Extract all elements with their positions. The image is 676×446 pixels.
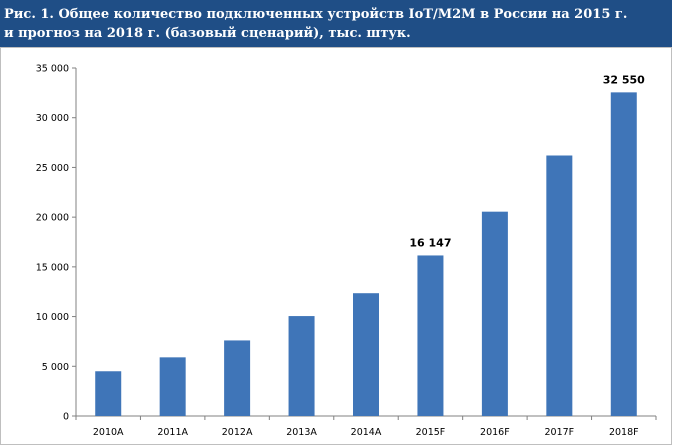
y-tick-label: 0 <box>63 412 69 423</box>
y-tick-label: 35 000 <box>36 64 69 75</box>
y-tick-label: 30 000 <box>36 113 69 124</box>
y-tick-label: 15 000 <box>36 262 69 273</box>
y-tick-label: 10 000 <box>36 312 69 323</box>
bar-2013A <box>288 316 315 416</box>
data-label: 16 147 <box>409 236 451 249</box>
bar-2011A <box>159 357 186 416</box>
x-tick-label: 2017F <box>545 427 575 438</box>
bar-2010A <box>95 371 122 416</box>
x-tick-label: 2016F <box>480 427 510 438</box>
bar-chart: 0 5 000 10 000 15 000 20 000 25 000 30 000 35 0… <box>36 64 657 438</box>
bar-2016F <box>481 211 508 416</box>
bar-2017F <box>546 155 573 417</box>
y-tick-label: 20 000 <box>36 213 69 224</box>
y-tick-label: 25 000 <box>36 163 69 174</box>
bar-2018F <box>610 92 637 417</box>
bar-2012A <box>224 340 251 416</box>
y-tick-label: 5 000 <box>42 362 69 373</box>
chart-title-line-1: Рис. 1. Общее количество подключенных ус… <box>4 7 628 22</box>
chart-title-bar: Рис. 1. Общее количество подключенных ус… <box>0 0 672 47</box>
x-tick-label: 2013A <box>286 427 317 438</box>
x-tick-label: 2015F <box>416 427 446 438</box>
data-label: 32 550 <box>603 73 645 86</box>
x-tick-label: 2012A <box>222 427 253 438</box>
chart-title-line-2: и прогноз на 2018 г. (базовый сценарий),… <box>4 26 411 41</box>
bar-2014A <box>353 293 379 416</box>
bar-2015F <box>417 255 444 416</box>
chart-frame: 0 5 000 10 000 15 000 20 000 25 000 30 000 35 0… <box>0 47 672 445</box>
x-tick-label: 2018F <box>609 427 639 438</box>
x-tick-label: 2014A <box>351 427 382 438</box>
x-tick-label: 2010A <box>93 427 124 438</box>
x-tick-label: 2011A <box>157 427 188 438</box>
